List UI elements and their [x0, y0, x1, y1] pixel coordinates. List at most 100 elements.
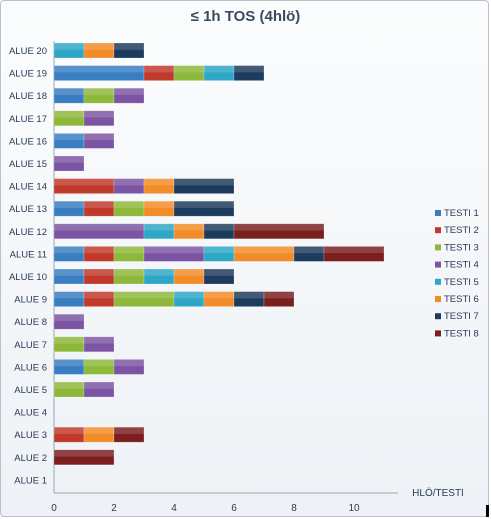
bar-alue-10-testi-7 — [203, 268, 235, 285]
bar-highlight-alue-11-testi-2 — [84, 246, 114, 254]
legend-swatch-testi-1 — [435, 210, 441, 216]
bar-highlight-alue-19-testi-3 — [174, 65, 204, 73]
category-label-alue-7: ALUE 7 — [14, 340, 47, 351]
bar-alue-6-testi-4 — [113, 359, 145, 375]
legend-swatch-testi-8 — [435, 330, 441, 337]
bar-alue-8-testi-4 — [53, 313, 85, 330]
bar-alue-7-testi-4 — [83, 336, 115, 353]
bar-highlight-alue-18-testi-1 — [54, 88, 84, 95]
bar-highlight-alue-3-testi-6 — [84, 427, 114, 434]
bar-highlight-alue-17-testi-4 — [84, 110, 114, 118]
bar-alue-17-testi-4 — [83, 110, 115, 127]
legend-label-testi-1: TESTI 1 — [444, 208, 479, 219]
legend-swatch-testi-2 — [435, 227, 441, 234]
bar-highlight-alue-11-testi-4 — [144, 246, 204, 254]
bar-highlight-alue-3-testi-8 — [114, 427, 144, 434]
category-label-alue-3: ALUE 3 — [14, 430, 47, 441]
bar-highlight-alue-19-testi-1 — [54, 65, 144, 73]
bar-highlight-alue-9-testi-1 — [54, 291, 84, 299]
edge-marker — [486, 505, 489, 517]
bar-highlight-alue-14-testi-2 — [54, 178, 114, 186]
bar-highlight-alue-10-testi-6 — [174, 269, 204, 276]
category-label-alue-16: ALUE 16 — [9, 136, 47, 147]
category-label-alue-10: ALUE 10 — [9, 272, 47, 283]
bar-highlight-alue-20-testi-5 — [54, 43, 84, 50]
bar-highlight-alue-9-testi-3 — [114, 291, 174, 299]
bar-alue-20-testi-7 — [113, 42, 145, 59]
x-tick-label-4: 4 — [171, 503, 177, 514]
legend-swatch-testi-4 — [435, 261, 441, 268]
category-label-alue-9: ALUE 9 — [14, 295, 47, 306]
x-tick-label-0: 0 — [51, 503, 57, 514]
category-label-alue-6: ALUE 6 — [14, 362, 47, 373]
bar-alue-13-testi-7 — [173, 200, 235, 217]
bar-highlight-alue-17-testi-3 — [54, 110, 84, 118]
bar-highlight-alue-13-testi-1 — [54, 201, 84, 208]
bar-highlight-alue-6-testi-4 — [114, 359, 144, 367]
bar-highlight-alue-12-testi-6 — [174, 223, 204, 231]
bar-highlight-alue-14-testi-6 — [144, 178, 174, 186]
bar-highlight-alue-15-testi-4 — [54, 156, 84, 163]
bar-highlight-alue-16-testi-4 — [84, 133, 114, 141]
bar-highlight-alue-14-testi-7 — [174, 178, 234, 186]
chart-title: ≤ 1h TOS (4hlö) — [190, 8, 301, 25]
x-tick-label-2: 2 — [111, 503, 117, 514]
bar-alue-11-testi-8 — [323, 246, 385, 262]
bar-highlight-alue-9-testi-7 — [234, 291, 264, 299]
bar-highlight-alue-12-testi-5 — [144, 223, 174, 231]
bar-alue-5-testi-4 — [83, 381, 115, 398]
bar-highlight-alue-10-testi-7 — [204, 269, 234, 276]
legend-label-testi-8: TESTI 8 — [444, 328, 479, 339]
bar-highlight-alue-18-testi-4 — [114, 88, 144, 95]
category-label-alue-17: ALUE 17 — [9, 114, 47, 125]
bar-highlight-alue-2-testi-8 — [54, 449, 114, 457]
bar-alue-9-testi-8 — [263, 291, 295, 307]
legend-label-testi-4: TESTI 4 — [444, 260, 479, 271]
bar-highlight-alue-14-testi-4 — [114, 178, 144, 186]
legend-swatch-testi-5 — [435, 278, 441, 285]
category-label-alue-18: ALUE 18 — [9, 91, 47, 102]
category-label-alue-19: ALUE 19 — [9, 69, 47, 80]
category-label-alue-15: ALUE 15 — [9, 159, 47, 170]
legend-label-testi-7: TESTI 7 — [444, 311, 479, 322]
bar-alue-14-testi-7 — [173, 178, 235, 194]
bar-highlight-alue-18-testi-3 — [84, 88, 114, 95]
bar-highlight-alue-11-testi-6 — [234, 246, 294, 254]
legend-label-testi-3: TESTI 3 — [444, 242, 479, 253]
bar-highlight-alue-19-testi-2 — [144, 65, 174, 73]
x-axis-label: HLÖ/TESTI — [412, 487, 464, 499]
bar-highlight-alue-19-testi-5 — [204, 65, 234, 73]
bar-alue-19-testi-7 — [233, 65, 265, 81]
category-label-alue-13: ALUE 13 — [9, 204, 47, 215]
bar-alue-12-testi-8 — [233, 223, 325, 240]
bar-alue-16-testi-4 — [83, 133, 115, 149]
bar-highlight-alue-11-testi-5 — [204, 246, 234, 254]
bar-highlight-alue-12-testi-8 — [234, 223, 324, 231]
bar-highlight-alue-10-testi-3 — [114, 269, 144, 276]
category-label-alue-14: ALUE 14 — [9, 182, 47, 193]
bar-highlight-alue-6-testi-1 — [54, 359, 84, 367]
bar-highlight-alue-11-testi-1 — [54, 246, 84, 254]
bar-highlight-alue-11-testi-8 — [324, 246, 384, 254]
bar-alue-2-testi-8 — [53, 449, 115, 466]
bar-highlight-alue-13-testi-2 — [84, 201, 114, 208]
bar-highlight-alue-5-testi-4 — [84, 382, 114, 389]
bar-highlight-alue-12-testi-4 — [54, 223, 144, 231]
bar-highlight-alue-6-testi-3 — [84, 359, 114, 367]
category-label-alue-12: ALUE 12 — [9, 227, 47, 238]
legend-swatch-testi-7 — [435, 313, 441, 320]
category-label-alue-20: ALUE 20 — [9, 46, 47, 57]
bar-highlight-alue-20-testi-7 — [114, 43, 144, 50]
legend-label-testi-6: TESTI 6 — [444, 294, 479, 305]
bar-highlight-alue-9-testi-2 — [84, 291, 114, 299]
category-label-alue-1: ALUE 1 — [14, 475, 47, 486]
bar-highlight-alue-3-testi-2 — [54, 427, 84, 434]
bar-highlight-alue-12-testi-7 — [204, 223, 234, 231]
category-label-alue-11: ALUE 11 — [10, 249, 47, 260]
bar-highlight-alue-11-testi-7 — [294, 246, 324, 254]
bar-highlight-alue-10-testi-5 — [144, 269, 174, 276]
legend-swatch-testi-6 — [435, 296, 441, 302]
bar-highlight-alue-9-testi-8 — [264, 291, 294, 299]
bar-highlight-alue-9-testi-5 — [174, 291, 204, 299]
bar-highlight-alue-13-testi-6 — [144, 201, 174, 208]
